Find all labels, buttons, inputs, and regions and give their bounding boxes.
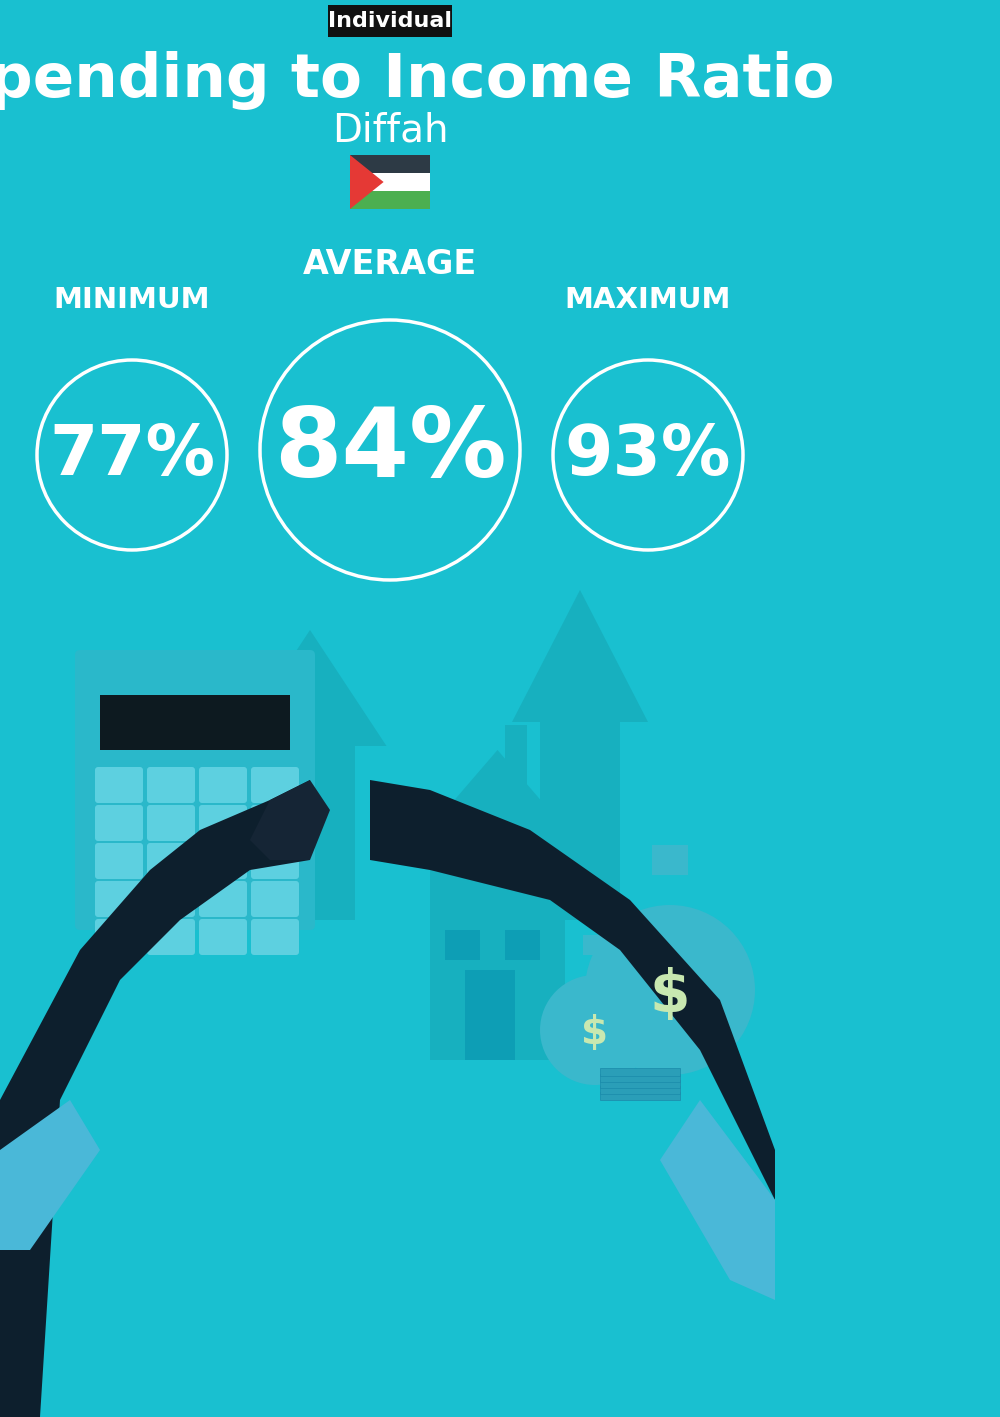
FancyBboxPatch shape <box>147 843 195 879</box>
FancyBboxPatch shape <box>251 805 299 842</box>
Polygon shape <box>350 154 384 208</box>
FancyBboxPatch shape <box>95 843 143 879</box>
Bar <box>600 1074 680 1083</box>
FancyBboxPatch shape <box>147 805 195 842</box>
FancyBboxPatch shape <box>95 767 143 803</box>
Polygon shape <box>660 1100 775 1299</box>
Bar <box>350 154 430 173</box>
Text: Diffah: Diffah <box>332 111 448 149</box>
Bar <box>600 1080 680 1088</box>
FancyBboxPatch shape <box>199 767 247 803</box>
Circle shape <box>540 975 650 1085</box>
Polygon shape <box>0 1100 100 1250</box>
Bar <box>465 971 515 1060</box>
Text: 93%: 93% <box>565 421 731 489</box>
FancyBboxPatch shape <box>199 805 247 842</box>
Text: Spending to Income Ratio: Spending to Income Ratio <box>0 51 835 109</box>
FancyBboxPatch shape <box>251 843 299 879</box>
FancyBboxPatch shape <box>199 920 247 955</box>
Polygon shape <box>420 750 575 840</box>
Bar <box>505 726 527 791</box>
Bar <box>583 935 607 955</box>
Bar <box>600 1068 680 1076</box>
FancyBboxPatch shape <box>147 767 195 803</box>
FancyBboxPatch shape <box>95 920 143 955</box>
Polygon shape <box>0 779 310 1417</box>
FancyBboxPatch shape <box>199 881 247 917</box>
FancyBboxPatch shape <box>95 805 143 842</box>
Circle shape <box>585 905 755 1076</box>
Bar <box>600 1085 680 1094</box>
FancyBboxPatch shape <box>328 6 452 37</box>
Polygon shape <box>370 779 775 1417</box>
Bar <box>505 930 540 959</box>
Text: AVERAGE: AVERAGE <box>303 248 477 282</box>
Polygon shape <box>250 779 330 860</box>
Text: MAXIMUM: MAXIMUM <box>565 286 731 315</box>
Bar <box>350 173 430 191</box>
Bar <box>350 191 430 208</box>
Bar <box>430 840 565 1060</box>
FancyBboxPatch shape <box>199 843 247 879</box>
Bar <box>100 694 290 750</box>
FancyBboxPatch shape <box>75 650 315 930</box>
Polygon shape <box>512 589 648 723</box>
FancyBboxPatch shape <box>251 767 299 803</box>
Polygon shape <box>234 631 386 745</box>
Text: MINIMUM: MINIMUM <box>54 286 210 315</box>
Text: Individual: Individual <box>328 11 452 31</box>
Bar <box>600 1093 680 1100</box>
Text: 84%: 84% <box>274 404 506 496</box>
FancyBboxPatch shape <box>147 920 195 955</box>
FancyBboxPatch shape <box>251 881 299 917</box>
Bar <box>652 845 688 876</box>
FancyBboxPatch shape <box>147 881 195 917</box>
Text: 77%: 77% <box>49 421 215 489</box>
Text: $: $ <box>582 1015 608 1051</box>
Bar <box>265 745 355 920</box>
Bar <box>445 930 480 959</box>
FancyBboxPatch shape <box>251 920 299 955</box>
Text: $: $ <box>650 966 690 1023</box>
Bar <box>540 723 620 920</box>
FancyBboxPatch shape <box>95 881 143 917</box>
